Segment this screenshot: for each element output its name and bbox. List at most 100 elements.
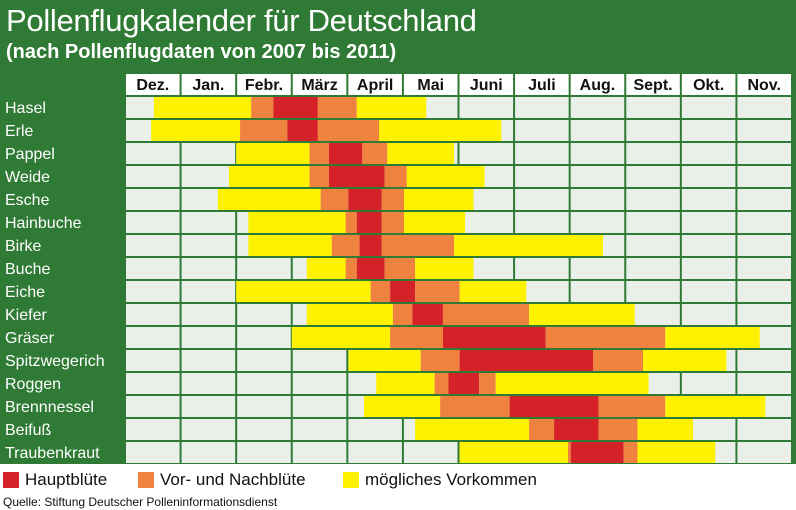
plant-label: Weide — [5, 169, 50, 186]
grid-cell — [181, 327, 236, 348]
pollen-segment-moeglich — [348, 350, 421, 371]
pollen-calendar-chart: Dez. Jan. Febr. März April Mai Juni Juli Aug. Sep… — [0, 73, 796, 464]
month-label-0: Dez. — [136, 77, 169, 94]
grid-cell — [626, 235, 680, 256]
grid-cell — [515, 212, 569, 233]
chart-title: Pollenflugkalender für Deutschland — [6, 3, 477, 38]
month-label-9: Sept. — [633, 77, 672, 94]
grid-cell — [570, 97, 625, 118]
grid-cell — [737, 304, 791, 325]
pollen-segment-haupt — [359, 235, 382, 256]
pollen-segment-vornach — [370, 281, 391, 302]
grid-cell — [237, 419, 291, 440]
plant-label: Kiefer — [5, 307, 47, 324]
grid-cell — [515, 97, 569, 118]
pollen-segment-moeglich — [236, 143, 310, 164]
pollen-segment-moeglich — [406, 166, 485, 187]
month-header-cell — [459, 74, 514, 95]
month-header-cell — [237, 74, 291, 95]
pollen-segment-moeglich — [637, 419, 694, 440]
plant-label: Roggen — [5, 376, 61, 393]
pollen-segment-vornach — [392, 304, 413, 325]
month-header-cell — [515, 74, 569, 95]
grid-cell — [126, 166, 180, 187]
grid-cell — [515, 189, 569, 210]
grid-cell — [626, 97, 680, 118]
pollen-segment-haupt — [442, 327, 546, 348]
grid-cell — [126, 373, 180, 394]
grid-cell — [570, 281, 625, 302]
grid-cell — [237, 373, 291, 394]
grid-cell — [737, 419, 791, 440]
pollen-segment-moeglich — [665, 327, 760, 348]
pollen-segment-haupt — [348, 189, 382, 210]
grid-cell — [181, 143, 236, 164]
grid-cell — [181, 419, 236, 440]
month-label-11: Nov. — [747, 77, 780, 94]
plant-label: Esche — [5, 192, 50, 209]
grid-cell — [126, 235, 180, 256]
pollen-segment-vornach — [251, 97, 274, 118]
grid-cell — [681, 258, 736, 279]
pollen-segment-vornach — [545, 327, 666, 348]
grid-cell — [570, 166, 625, 187]
pollen-segment-haupt — [459, 350, 594, 371]
grid-cell — [181, 166, 236, 187]
grid-cell — [292, 419, 347, 440]
legend-swatch-vor-nachbluete — [138, 472, 154, 488]
grid-cell — [515, 258, 569, 279]
month-header-cell — [181, 74, 236, 95]
pollen-segment-moeglich — [364, 396, 441, 417]
grid-cell — [515, 281, 569, 302]
grid-cell — [181, 281, 236, 302]
grid-cell — [181, 212, 236, 233]
pollen-segment-moeglich — [153, 97, 252, 118]
pollen-segment-moeglich — [228, 166, 310, 187]
grid-cell — [681, 189, 736, 210]
grid-cell — [459, 97, 514, 118]
grid-cell — [459, 212, 514, 233]
month-label-1: Jan. — [192, 77, 224, 94]
grid-cell — [126, 143, 180, 164]
grid-cell — [570, 258, 625, 279]
grid-cell — [237, 304, 291, 325]
pollen-segment-moeglich — [454, 235, 604, 256]
pollen-segment-vornach — [345, 212, 357, 233]
pollen-segment-vornach — [381, 189, 405, 210]
grid-cell — [348, 419, 402, 440]
pollen-segment-moeglich — [248, 235, 332, 256]
month-label-6: Juni — [470, 77, 503, 94]
pollen-segment-vornach — [390, 327, 443, 348]
grid-cell — [737, 235, 791, 256]
month-label-8: Aug. — [580, 77, 616, 94]
grid-cell — [237, 327, 291, 348]
plant-label: Gräser — [5, 330, 55, 347]
pollen-segment-moeglich — [637, 442, 716, 463]
grid-cell — [459, 143, 514, 164]
pollen-segment-haupt — [390, 281, 416, 302]
pollen-segment-moeglich — [529, 304, 635, 325]
pollen-segment-vornach — [317, 97, 357, 118]
grid-cell — [737, 212, 791, 233]
grid-cell — [737, 189, 791, 210]
month-header-cell — [570, 74, 625, 95]
grid-cell — [737, 166, 791, 187]
plant-label: Spitzwegerich — [5, 353, 105, 370]
month-header-cell — [681, 74, 736, 95]
grid-cell — [626, 120, 680, 141]
grid-cell — [126, 304, 180, 325]
grid-cell — [626, 189, 680, 210]
grid-cell — [126, 350, 180, 371]
pollen-segment-vornach — [309, 143, 329, 164]
grid-cell — [515, 120, 569, 141]
pollen-segment-vornach — [440, 396, 510, 417]
month-header-cell — [292, 74, 347, 95]
pollen-segment-moeglich — [387, 143, 455, 164]
grid-cell — [237, 396, 291, 417]
source-note: Quelle: Stiftung Deutscher Polleninforma… — [3, 495, 278, 509]
pollen-segment-moeglich — [291, 327, 391, 348]
pollen-segment-vornach — [479, 373, 496, 394]
pollen-segment-moeglich — [356, 97, 427, 118]
pollen-segment-vornach — [309, 166, 329, 187]
pollen-segment-haupt — [273, 97, 318, 118]
